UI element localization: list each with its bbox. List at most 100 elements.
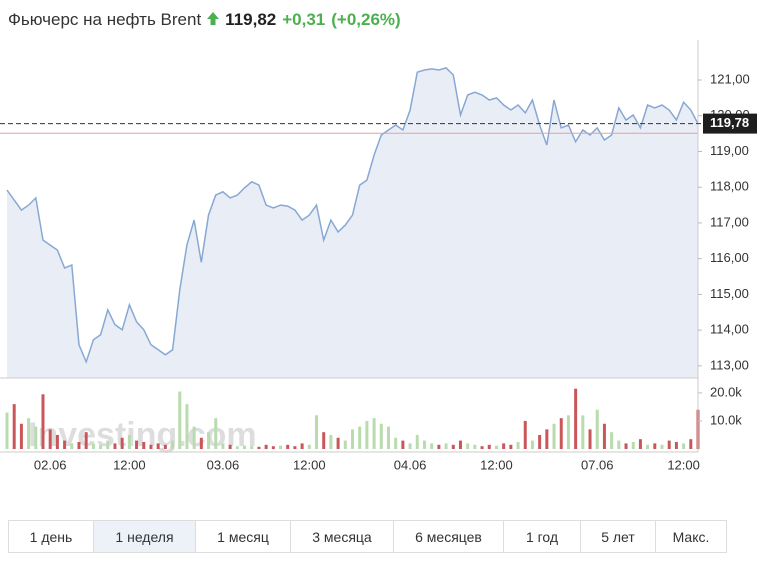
up-arrow [207, 12, 220, 25]
volume-bar [617, 440, 621, 449]
volume-bar [351, 429, 354, 449]
volume-bar [63, 440, 67, 449]
volume-bar [171, 440, 175, 449]
x-tick-label: 03.06 [207, 457, 240, 472]
volume-bar [106, 440, 110, 449]
volume-bar [293, 446, 297, 449]
volume-bar [19, 423, 23, 449]
volume-bar [466, 443, 470, 449]
last-price-box [703, 113, 757, 134]
volume-bar [307, 444, 311, 449]
volume-bar [631, 441, 635, 449]
volume-bar [516, 441, 520, 449]
volume-bar [530, 440, 534, 449]
volume-bar [77, 441, 81, 449]
x-tick-label: 04.06 [394, 457, 427, 472]
volume-bar [602, 423, 606, 449]
x-tick-label: 12:00 [113, 457, 146, 472]
volume-bar [250, 446, 254, 449]
volume-bar [257, 446, 261, 449]
volume-bar [682, 443, 686, 449]
volume-bar [509, 444, 513, 449]
change: +0,31 [282, 10, 326, 29]
volume-bar [99, 444, 103, 449]
volume-bar [365, 420, 369, 449]
volume-bar [624, 443, 628, 449]
range-button[interactable]: 6 месяцев [394, 521, 504, 552]
volume-bar [372, 418, 376, 449]
range-button[interactable]: Макс. [672, 528, 710, 545]
volume-bar [41, 394, 45, 449]
volume-bar [437, 444, 441, 449]
volume-bar [566, 415, 570, 449]
x-tick-label: 07.06 [581, 457, 614, 472]
volume-bar [329, 434, 333, 449]
volume-bar [91, 443, 95, 449]
volume-bar [343, 440, 347, 449]
volume-bar [12, 404, 16, 449]
volume-bar [322, 432, 326, 449]
range-button[interactable]: 3 месяца [291, 521, 394, 552]
price: 119,82 [225, 10, 277, 29]
volume-bar [667, 440, 671, 449]
volume-bar [595, 409, 599, 449]
volume-bar [358, 426, 362, 449]
chart: Investing.com 10.0k20.0k113,00114,00115,0… [0, 40, 757, 472]
range-button[interactable]: 1 неделя [94, 521, 196, 552]
volume-bar [444, 443, 448, 449]
volume-bar [156, 443, 160, 449]
volume-bar [386, 426, 390, 449]
range-button[interactable]: 1 год [504, 521, 581, 552]
volume-bar [379, 423, 383, 449]
volume-bar [271, 446, 275, 449]
volume-bar [494, 445, 498, 449]
volume-bar [235, 446, 239, 449]
volume-bar [48, 429, 52, 449]
volume-bar [422, 440, 426, 449]
volume-bar [559, 418, 563, 449]
y-tick-label: 121,00 [710, 71, 750, 86]
volume-bar [84, 432, 88, 449]
volume-bar [552, 423, 556, 449]
volume-bar [638, 439, 642, 449]
x-tick-label: 12:00 [293, 457, 326, 472]
volume-bar [286, 444, 290, 449]
volume-bar [660, 444, 664, 449]
volume-bar [689, 439, 693, 449]
x-tick-label: 12:00 [480, 457, 513, 472]
volume-bar [228, 444, 232, 449]
volume-bar [5, 412, 9, 449]
range-button[interactable]: 1 месяц [196, 521, 291, 552]
title: Фьючерс на нефть Brent [8, 10, 202, 29]
volume-bar [610, 432, 614, 449]
volume-bar [538, 434, 542, 449]
price-line [6, 67, 699, 365]
volume-bar [142, 441, 146, 449]
range-button[interactable]: 5 лет [581, 521, 656, 552]
volume-bar [120, 437, 124, 449]
y-tick-label: 116,00 [710, 250, 749, 265]
x-tick-label: 12:00 [667, 457, 700, 472]
volume-bar [70, 443, 74, 449]
y-tick-label: 118,00 [710, 179, 749, 194]
volume-bar [207, 432, 211, 449]
volume-bar [480, 446, 484, 449]
change-pct: (+0,26%) [331, 10, 401, 29]
y-tick-label: 117,00 [710, 214, 749, 229]
volume-bar [315, 415, 319, 449]
volume-bar [430, 443, 434, 449]
range-buttons: 1 день 1 неделя 1 месяц 3 месяца 6 месяцев 1 … [8, 520, 727, 553]
x-tick-label: 02.06 [34, 457, 67, 472]
volume-bar [473, 444, 477, 449]
volume-bar [394, 437, 398, 449]
range-button[interactable]: 1 день [9, 521, 94, 552]
volume-bar [113, 443, 117, 449]
volume-bar [185, 404, 189, 449]
volume-bar [163, 444, 167, 449]
price-area [7, 67, 698, 379]
y-tick-label: 115,00 [710, 286, 749, 301]
volume-bar [27, 418, 31, 449]
volume-tick-label: 10.0k [710, 412, 742, 427]
volume-bar [55, 434, 59, 449]
